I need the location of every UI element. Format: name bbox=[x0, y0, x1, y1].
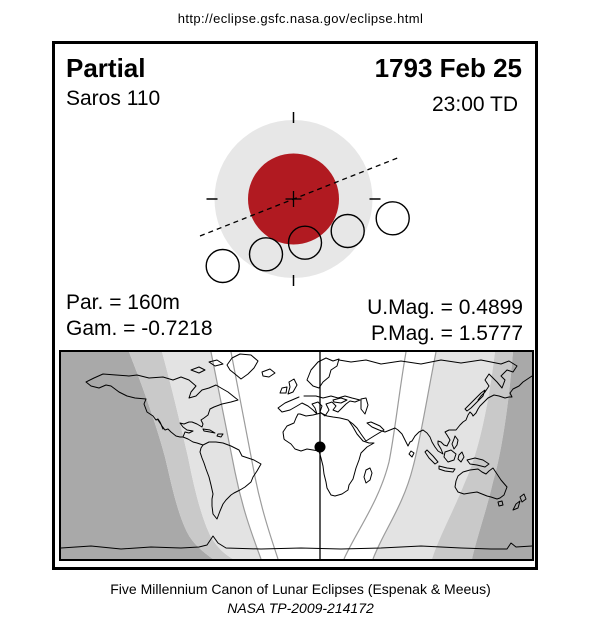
umbral-magnitude-stat: U.Mag. = 0.4899 bbox=[367, 296, 523, 319]
saros-label: Saros 110 bbox=[66, 87, 161, 110]
eclipse-type-label: Partial bbox=[66, 53, 146, 83]
visibility-map-svg bbox=[60, 351, 533, 560]
continents-outline bbox=[60, 353, 533, 550]
source-url-text: http://eclipse.gsfc.nasa.gov/eclipse.htm… bbox=[177, 11, 424, 26]
zone-penumbral-rise-west bbox=[129, 352, 233, 559]
zone-umbral-rise-west bbox=[162, 352, 261, 559]
zone-umbral-set-east bbox=[373, 352, 495, 559]
moon-position-circles bbox=[205, 201, 410, 284]
parallax-stat: Par. = 160m bbox=[66, 291, 180, 314]
moon-position-circle bbox=[248, 237, 284, 272]
shadow-geometry-diagram bbox=[199, 112, 410, 286]
moon-position-circle bbox=[205, 248, 240, 284]
zone-penumbral-set-east bbox=[432, 352, 513, 559]
penumbral-magnitude-stat: P.Mag. = 1.5777 bbox=[371, 322, 523, 345]
zone-not-visible-east bbox=[472, 352, 532, 559]
plate-frame: Partial Saros 110 1793 Feb 25 23:00 TD bbox=[52, 41, 538, 570]
zone-not-visible-west bbox=[61, 352, 213, 559]
visibility-map bbox=[59, 350, 534, 561]
footer-nasa-tp-number: NASA TP-2009-214172 bbox=[227, 600, 374, 616]
moon-position-circle bbox=[287, 225, 323, 260]
footer-canon-title: Five Millennium Canon of Lunar Eclipses … bbox=[110, 581, 491, 597]
cardinal-ticks bbox=[206, 112, 381, 286]
eclipse-date-label: 1793 Feb 25 bbox=[374, 53, 522, 83]
moon-position-circle bbox=[330, 213, 365, 249]
contact-curves bbox=[210, 351, 437, 560]
shadow-center-cross bbox=[285, 191, 302, 207]
moon-position-circle bbox=[375, 201, 410, 236]
sublunar-point-dot bbox=[314, 441, 326, 453]
gamma-stat: Gam. = -0.7218 bbox=[66, 317, 213, 340]
eclipse-time-label: 23:00 TD bbox=[432, 93, 518, 116]
